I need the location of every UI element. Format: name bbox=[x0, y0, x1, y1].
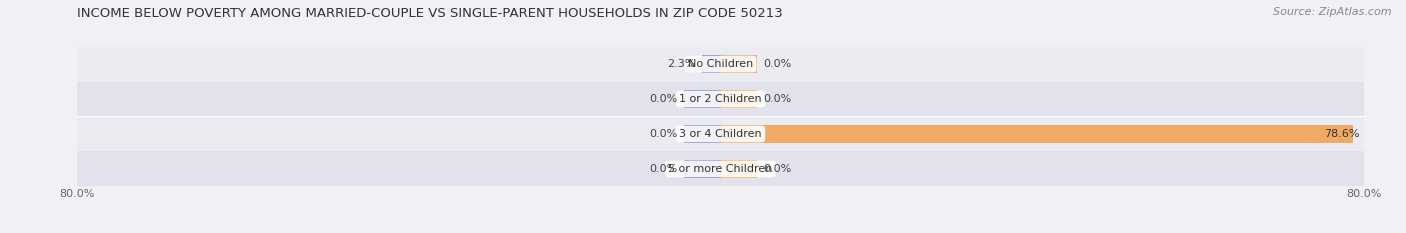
Bar bbox=[685, 90, 721, 108]
Text: 0.0%: 0.0% bbox=[763, 164, 792, 174]
Bar bbox=[685, 160, 721, 178]
Bar bbox=[685, 125, 721, 143]
Bar bbox=[702, 55, 721, 73]
Bar bbox=[721, 90, 756, 108]
Text: 5 or more Children: 5 or more Children bbox=[668, 164, 773, 174]
Text: 1 or 2 Children: 1 or 2 Children bbox=[679, 94, 762, 104]
Text: Source: ZipAtlas.com: Source: ZipAtlas.com bbox=[1274, 7, 1392, 17]
Bar bbox=[77, 82, 1364, 116]
Bar bbox=[721, 125, 1353, 143]
Bar bbox=[77, 151, 1364, 186]
Text: 78.6%: 78.6% bbox=[1324, 129, 1360, 139]
Text: 0.0%: 0.0% bbox=[650, 94, 678, 104]
Bar bbox=[77, 47, 1364, 82]
Text: 0.0%: 0.0% bbox=[763, 59, 792, 69]
Text: 2.3%: 2.3% bbox=[668, 59, 696, 69]
Bar bbox=[721, 160, 756, 178]
Text: 0.0%: 0.0% bbox=[650, 164, 678, 174]
Bar bbox=[721, 55, 756, 73]
Text: 0.0%: 0.0% bbox=[763, 94, 792, 104]
Text: 0.0%: 0.0% bbox=[650, 129, 678, 139]
Text: INCOME BELOW POVERTY AMONG MARRIED-COUPLE VS SINGLE-PARENT HOUSEHOLDS IN ZIP COD: INCOME BELOW POVERTY AMONG MARRIED-COUPL… bbox=[77, 7, 783, 20]
Text: 3 or 4 Children: 3 or 4 Children bbox=[679, 129, 762, 139]
Bar bbox=[77, 116, 1364, 151]
Text: No Children: No Children bbox=[688, 59, 754, 69]
